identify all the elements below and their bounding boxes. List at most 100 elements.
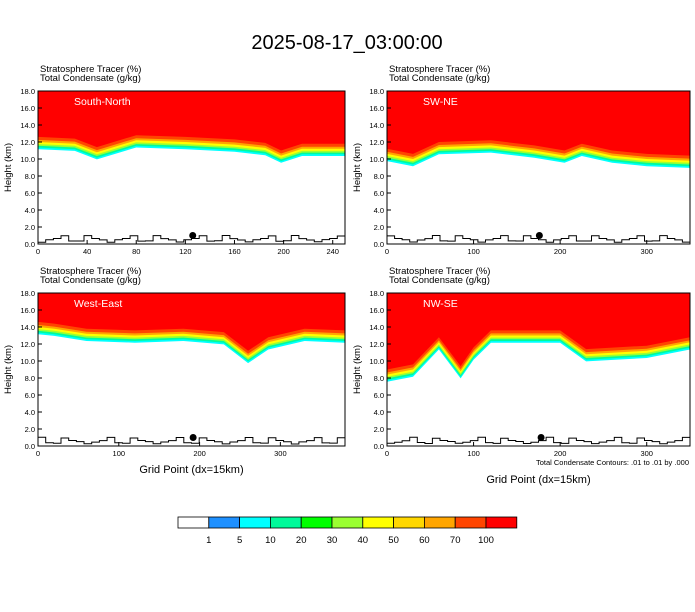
y-tick-label: 8.0 <box>25 374 35 383</box>
y-tick-label: 18.0 <box>20 87 35 96</box>
colorbar-swatch <box>423 516 456 529</box>
y-tick-label: 12.0 <box>20 340 35 349</box>
panel-subtitle-tracer: Stratosphere Tracer (%) <box>389 64 490 75</box>
x-tick-label: 200 <box>554 449 567 458</box>
y-tick-label: 10.0 <box>369 357 384 366</box>
colorbar-swatch <box>485 516 518 529</box>
tracer-core <box>387 91 690 153</box>
x-tick-label: 80 <box>132 247 140 256</box>
x-tick-label: 0 <box>385 247 389 256</box>
colorbar-label: 100 <box>478 535 494 546</box>
y-axis-label: Height (km) <box>352 345 363 394</box>
plot-area <box>387 91 690 244</box>
x-tick-label: 300 <box>640 449 653 458</box>
panel-subtitle-condensate: Total Condensate (g/kg) <box>40 275 141 286</box>
x-tick-label: 160 <box>228 247 241 256</box>
plot-frame <box>386 292 691 447</box>
plot-frame <box>386 90 691 245</box>
y-tick-label: 2.0 <box>374 223 384 232</box>
y-tick-label: 12.0 <box>20 138 35 147</box>
x-tick-label: 300 <box>274 449 287 458</box>
colorbar-label: 5 <box>237 535 242 546</box>
panel-label: West-East <box>74 298 122 310</box>
y-tick-label: 8.0 <box>374 172 384 181</box>
colorbar-label: 50 <box>388 535 399 546</box>
colorbar-label: 40 <box>358 535 369 546</box>
y-tick-label: 0.0 <box>25 240 35 249</box>
y-tick-label: 16.0 <box>20 104 35 113</box>
x-tick-label: 200 <box>277 247 290 256</box>
y-tick-label: 10.0 <box>369 155 384 164</box>
x-tick-label: 100 <box>467 449 480 458</box>
y-tick-label: 14.0 <box>369 323 384 332</box>
panel-subtitle-condensate: Total Condensate (g/kg) <box>389 73 490 84</box>
y-tick-label: 12.0 <box>369 340 384 349</box>
panel-nw-se: Stratosphere Tracer (%)Total Condensate … <box>352 266 691 486</box>
panel-subtitle-tracer: Stratosphere Tracer (%) <box>389 266 490 277</box>
x-axis-label: Grid Point (dx=15km) <box>139 464 243 476</box>
colorbar-label: 1 <box>206 535 211 546</box>
x-tick-label: 40 <box>83 247 91 256</box>
y-axis-label: Height (km) <box>3 143 14 192</box>
plot-area <box>387 293 690 446</box>
panel-subtitle-tracer: Stratosphere Tracer (%) <box>40 64 141 75</box>
center-marker <box>189 434 197 441</box>
y-tick-label: 10.0 <box>20 155 35 164</box>
y-tick-label: 6.0 <box>25 189 35 198</box>
y-tick-label: 4.0 <box>25 408 35 417</box>
center-marker <box>535 232 543 239</box>
panel-label: NW-SE <box>423 298 458 310</box>
y-axis-label: Height (km) <box>352 143 363 192</box>
y-tick-label: 8.0 <box>374 374 384 383</box>
y-tick-label: 18.0 <box>369 87 384 96</box>
x-tick-label: 0 <box>36 449 40 458</box>
colorbar-swatch <box>177 516 210 529</box>
x-tick-label: 100 <box>113 449 126 458</box>
x-tick-label: 300 <box>640 247 653 256</box>
tracer-core <box>387 293 690 367</box>
y-tick-label: 2.0 <box>25 223 35 232</box>
figure-title: 2025-08-17_03:00:00 <box>251 32 442 54</box>
terrain-line <box>38 436 345 445</box>
y-tick-label: 8.0 <box>25 172 35 181</box>
y-tick-label: 0.0 <box>374 442 384 451</box>
y-tick-label: 4.0 <box>25 206 35 215</box>
footnote: Total Condensate Contours: .01 to .01 by… <box>536 458 689 467</box>
plot-frame <box>37 292 346 447</box>
y-tick-label: 4.0 <box>374 206 384 215</box>
y-tick-label: 16.0 <box>369 306 384 315</box>
colorbar-label: 20 <box>296 535 307 546</box>
x-tick-label: 120 <box>179 247 192 256</box>
x-tick-label: 0 <box>385 449 389 458</box>
y-tick-label: 6.0 <box>25 391 35 400</box>
tracer-core <box>38 91 345 148</box>
colorbar: 1 5 10 20 30 40 50 60 70 100 <box>177 516 518 546</box>
y-tick-label: 16.0 <box>369 104 384 113</box>
colorbar-swatch <box>269 516 302 529</box>
panel-label: SW-NE <box>423 96 458 108</box>
y-tick-label: 4.0 <box>374 408 384 417</box>
panel-subtitle-condensate: Total Condensate (g/kg) <box>389 275 490 286</box>
y-tick-label: 14.0 <box>20 323 35 332</box>
center-marker <box>537 434 545 441</box>
y-tick-label: 0.0 <box>374 240 384 249</box>
y-tick-label: 18.0 <box>369 289 384 298</box>
y-tick-label: 2.0 <box>25 425 35 434</box>
plot-area <box>38 91 345 244</box>
y-tick-label: 6.0 <box>374 391 384 400</box>
colorbar-swatch <box>239 516 271 529</box>
panel-sw-ne: Stratosphere Tracer (%)Total Condensate … <box>352 64 691 256</box>
terrain-line <box>38 235 345 243</box>
y-axis-label: Height (km) <box>3 345 14 394</box>
y-tick-label: 18.0 <box>20 289 35 298</box>
colorbar-label: 70 <box>450 535 461 546</box>
y-tick-label: 14.0 <box>369 121 384 130</box>
colorbar-swatch <box>331 516 364 529</box>
colorbar-label: 30 <box>327 535 338 546</box>
y-tick-label: 0.0 <box>25 442 35 451</box>
panel-subtitle-condensate: Total Condensate (g/kg) <box>40 73 141 84</box>
colorbar-swatch <box>393 516 425 529</box>
panel-label: South-North <box>74 96 131 108</box>
colorbar-swatch <box>454 516 487 529</box>
